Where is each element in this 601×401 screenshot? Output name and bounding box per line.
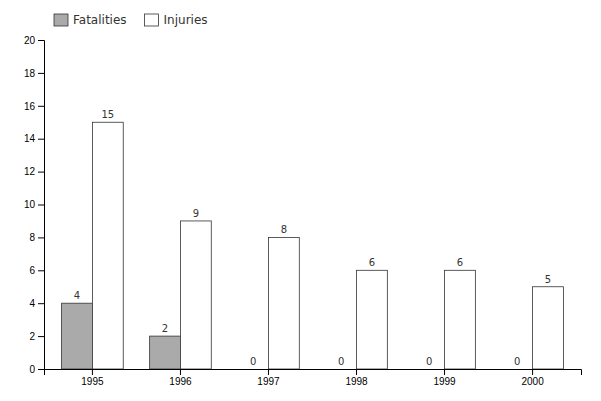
x-tick-label: 1999: [433, 376, 456, 387]
bar: [357, 270, 388, 369]
y-tick: 12: [24, 166, 44, 177]
legend: Fatalities Injuries: [54, 13, 208, 27]
bar: [150, 336, 181, 369]
y-tick: 0: [29, 364, 44, 375]
bars: [62, 122, 564, 369]
bar: [238, 369, 269, 370]
legend-swatch: [54, 14, 68, 26]
legend-label: Injuries: [164, 13, 208, 27]
y-tick: 4: [29, 298, 44, 309]
data-label: 0: [338, 356, 344, 367]
y-tick-mark: [38, 205, 44, 206]
y-tick-label: 12: [24, 166, 36, 177]
bar: [180, 221, 211, 369]
axis-line: [45, 370, 582, 376]
legend-swatch: [145, 14, 159, 26]
data-labels: 4 2 0 0 0 0 15 9 8 6 6 5: [74, 109, 551, 367]
y-tick-label: 14: [24, 133, 36, 144]
y-axis: 0 2 4 6 8 10 12 14 16 18 20: [24, 35, 45, 375]
y-tick-mark: [38, 106, 44, 107]
x-tick-mark: [356, 369, 357, 375]
y-tick: 16: [24, 101, 44, 112]
y-tick-mark: [38, 270, 44, 271]
y-tick-label: 6: [29, 265, 35, 276]
y-tick: 8: [29, 232, 44, 243]
y-tick-label: 18: [24, 68, 36, 79]
data-label: 0: [426, 356, 432, 367]
y-tick-label: 20: [24, 35, 36, 46]
bar: [414, 369, 445, 370]
y-tick-mark: [38, 369, 44, 370]
y-tick-label: 8: [29, 232, 35, 243]
y-tick: 18: [24, 68, 44, 79]
y-tick-mark: [38, 336, 44, 337]
x-tick: 1995: [81, 369, 104, 387]
y-tick-label: 2: [29, 331, 35, 342]
x-tick-label: 1997: [257, 376, 280, 387]
data-label: 5: [545, 274, 551, 285]
y-tick: 6: [29, 265, 44, 276]
data-label: 6: [457, 257, 463, 268]
y-tick: 10: [24, 199, 44, 210]
bar: [326, 369, 357, 370]
bar: [533, 287, 564, 369]
y-tick: 20: [24, 35, 44, 46]
x-tick-label: 1998: [345, 376, 368, 387]
bar: [92, 122, 123, 369]
x-tick-mark: [444, 369, 445, 375]
x-tick-label: 1995: [81, 376, 104, 387]
y-tick: 2: [29, 331, 44, 342]
x-tick: 2000: [521, 369, 544, 387]
data-label: 15: [101, 109, 114, 120]
y-tick-mark: [38, 172, 44, 173]
bar: [445, 270, 476, 369]
bar: [502, 369, 533, 370]
data-label: 0: [514, 356, 520, 367]
x-tick: 1997: [257, 369, 280, 387]
y-tick-mark: [38, 139, 44, 140]
chart: 4200001598665199519961997199819992000024…: [0, 0, 601, 401]
x-tick-label: 2000: [521, 376, 544, 387]
y-tick-mark: [38, 303, 44, 304]
data-label: 4: [74, 290, 80, 301]
data-label: 2: [162, 323, 168, 334]
plot: 4200001598665199519961997199819992000024…: [24, 35, 582, 387]
data-label: 9: [193, 208, 199, 219]
x-tick-mark: [92, 369, 93, 375]
y-tick-mark: [38, 73, 44, 74]
y-tick-mark: [38, 237, 44, 238]
x-tick-label: 1996: [169, 376, 192, 387]
y-tick-mark: [38, 40, 44, 41]
data-label: 0: [250, 356, 256, 367]
bar: [62, 303, 93, 369]
x-tick-mark: [180, 369, 181, 375]
legend-item: Injuries: [145, 13, 208, 27]
bar: [268, 237, 299, 369]
legend-item: Fatalities: [54, 13, 127, 27]
y-tick-label: 4: [29, 298, 35, 309]
y-tick-label: 0: [29, 364, 35, 375]
x-tick: 1999: [433, 369, 456, 387]
y-tick-label: 16: [24, 101, 36, 112]
x-axis: 1995 1996 1997 1998 1999 2000: [45, 369, 582, 387]
x-tick: 1996: [169, 369, 192, 387]
y-tick: 14: [24, 133, 44, 144]
data-label: 8: [281, 224, 287, 235]
x-tick-mark: [268, 369, 269, 375]
legend-label: Fatalities: [73, 13, 127, 27]
data-label: 6: [369, 257, 375, 268]
x-tick-mark: [532, 369, 533, 375]
x-tick: 1998: [345, 369, 368, 387]
y-tick-label: 10: [24, 199, 36, 210]
axis-line: [38, 41, 45, 370]
